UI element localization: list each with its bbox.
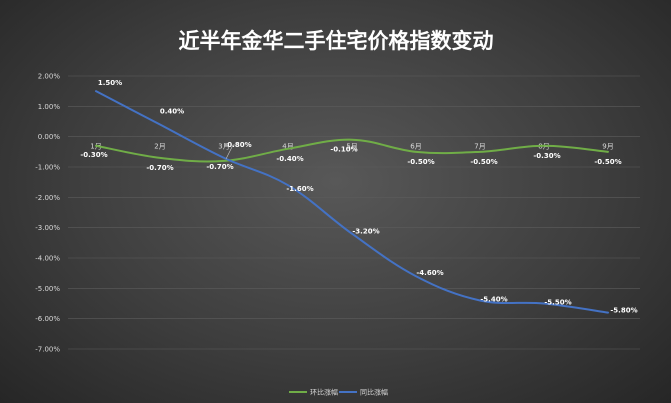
y-tick-label: 2.00% (38, 73, 61, 81)
data-label: -5.40% (480, 295, 507, 303)
y-tick-label: -5.00% (35, 285, 60, 293)
legend: 环比涨幅 同比涨幅 (289, 388, 388, 397)
data-label: -0.50% (407, 158, 434, 166)
x-category-label: 4月 (282, 143, 293, 151)
legend-label: 同比涨幅 (360, 388, 388, 397)
y-tick-label: 0.00% (38, 133, 61, 141)
x-category-label: 2月 (154, 143, 165, 151)
data-label: -0.50% (594, 158, 621, 166)
data-label: -0.70% (146, 164, 173, 172)
y-tick-label: -6.00% (35, 315, 60, 323)
x-category-label: 7月 (474, 143, 485, 151)
y-tick-label: -2.00% (35, 194, 60, 202)
y-tick-label: 1.00% (38, 103, 61, 111)
data-label: -3.20% (352, 228, 379, 236)
legend-label: 环比涨幅 (310, 388, 338, 397)
y-axis-ticks: 2.00% 1.00% 0.00% -1.00% -2.00% -3.00% -4.00% -… (35, 73, 60, 354)
x-category-label: 5月 (346, 143, 357, 151)
chart-title: 近半年金华二手住宅价格指数变动 (179, 29, 494, 53)
grid-lines (68, 75, 640, 350)
data-label: -0.10% (330, 146, 357, 154)
data-label: -5.50% (544, 299, 571, 307)
x-category-label: 3月 (218, 143, 229, 151)
series-lines (95, 90, 609, 314)
x-category-label: 9月 (602, 143, 613, 151)
x-category-label: 6月 (410, 143, 421, 151)
data-label: -1.60% (286, 185, 313, 193)
data-label: -0.30% (80, 151, 107, 159)
data-label: -0.30% (533, 152, 560, 160)
y-tick-label: -7.00% (35, 346, 60, 354)
data-labels: -0.30%-0.70%-0.80%-0.40%-0.10%-0.50% -0.5… (80, 79, 637, 314)
y-tick-label: -3.00% (35, 224, 60, 232)
leader-line (225, 144, 238, 160)
data-label: -0.50% (470, 158, 497, 166)
y-tick-label: -4.00% (35, 255, 60, 263)
series-line (95, 90, 609, 314)
series-line (95, 138, 609, 163)
y-tick-label: -1.00% (35, 164, 60, 172)
data-label: 1.50% (98, 79, 122, 87)
data-label: -0.40% (276, 155, 303, 163)
data-label: 0.40% (160, 108, 184, 116)
data-label: -4.60% (416, 269, 443, 277)
data-label: -0.70% (206, 163, 233, 171)
data-label: -5.80% (610, 307, 637, 315)
